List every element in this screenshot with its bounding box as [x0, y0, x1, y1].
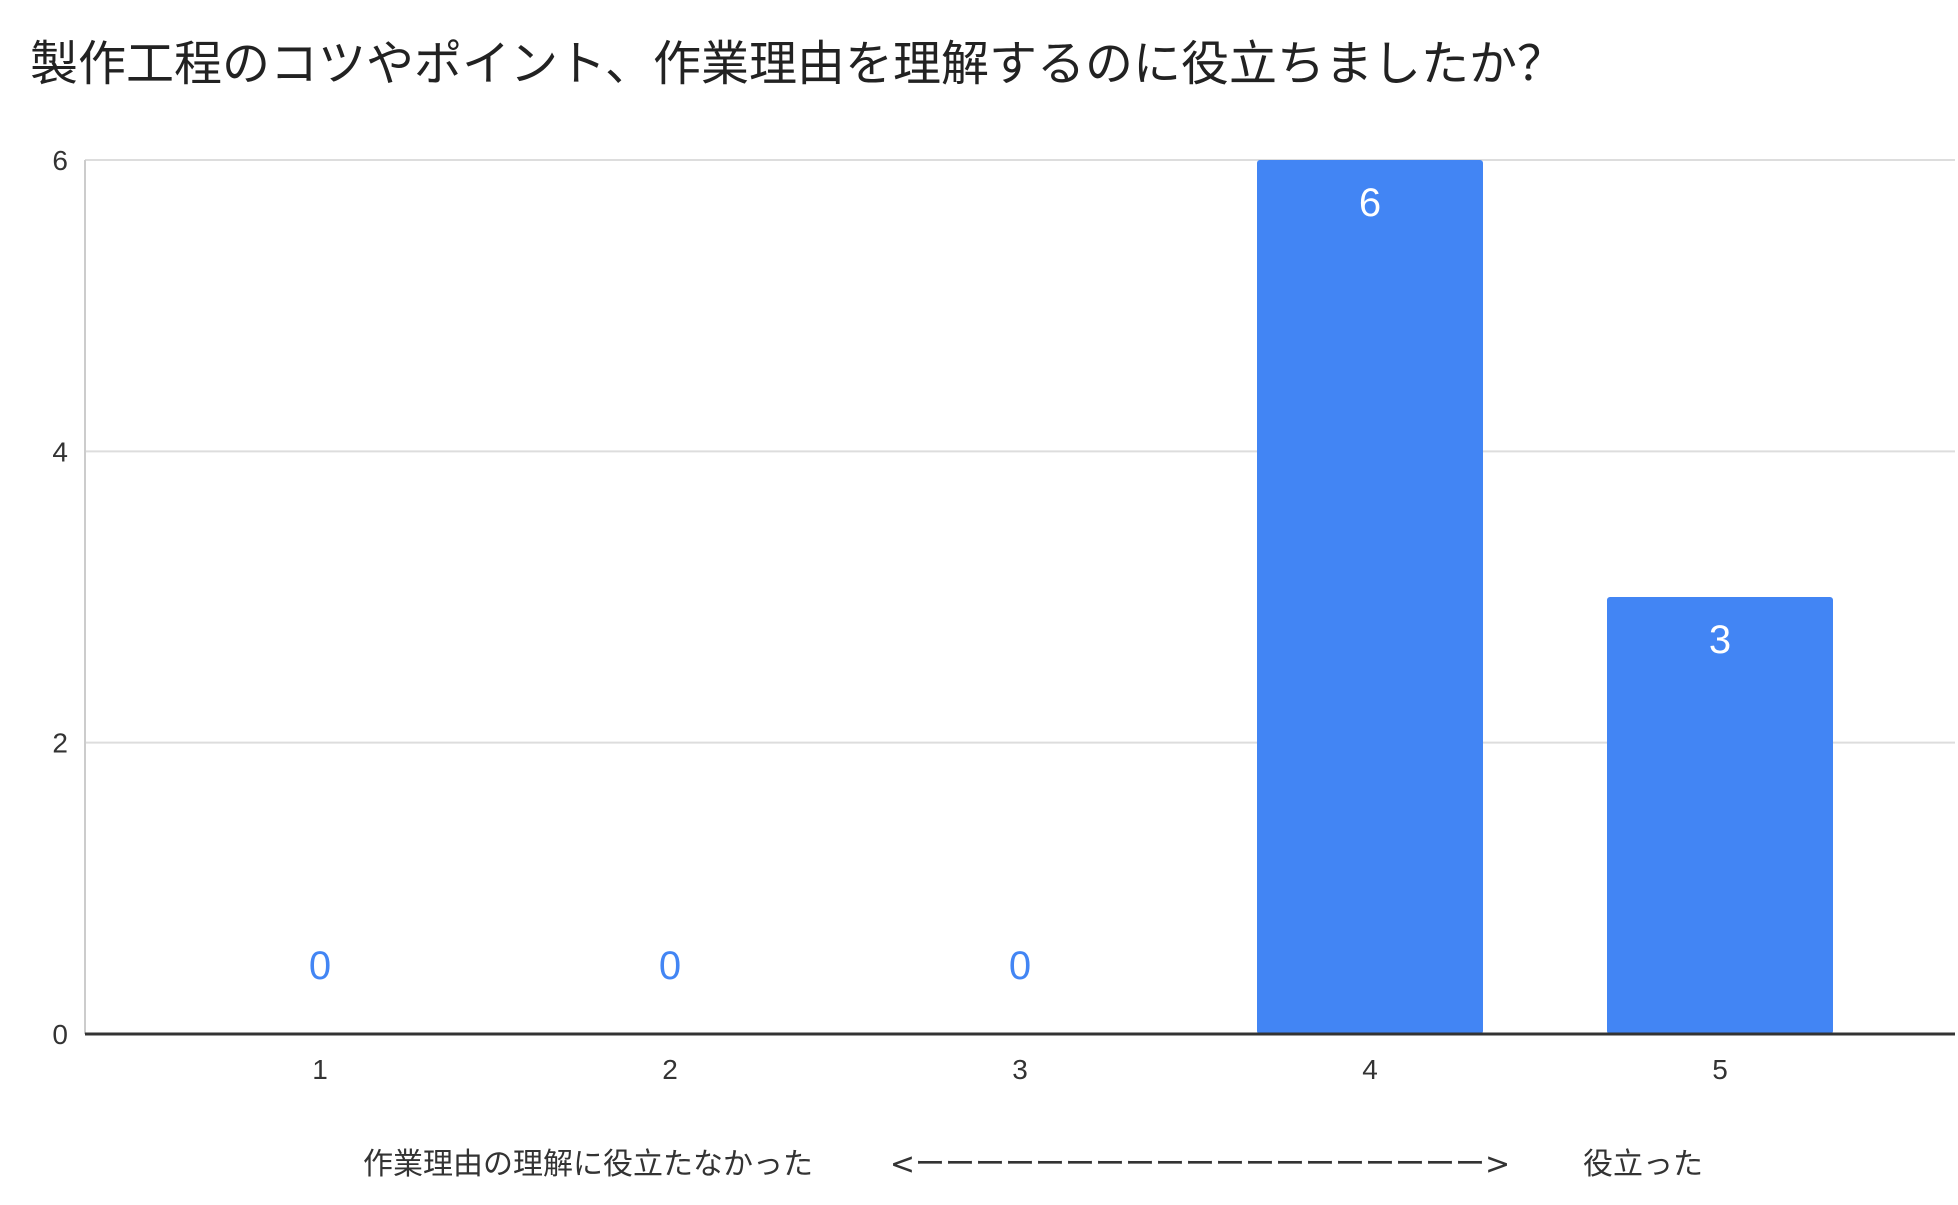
- bar: [1607, 597, 1833, 1034]
- data-labels: 0 0 0 6 3: [309, 181, 1731, 988]
- x-tick-label: 4: [1362, 1054, 1378, 1085]
- y-tick-label: 2: [52, 728, 68, 759]
- x-axis-label-right: 役立った: [1583, 1147, 1703, 1182]
- y-tick-label: 6: [52, 145, 68, 176]
- y-tick-label: 4: [52, 436, 68, 467]
- x-tick-label: 3: [1012, 1054, 1028, 1085]
- bar-data-label: 0: [1009, 944, 1031, 988]
- bar-data-label: 0: [309, 944, 331, 988]
- x-axis-label-arrow: <ーーーーーーーーーーーーーーーーーーー>: [890, 1147, 1510, 1182]
- x-axis-ticks: 1 2 3 4 5: [312, 1054, 1728, 1085]
- y-tick-label: 0: [52, 1019, 68, 1050]
- chart-title: 製作工程のコツやポイント、作業理由を理解するのに役立ちましたか？: [30, 36, 1565, 92]
- x-tick-label: 5: [1712, 1054, 1728, 1085]
- bar-data-label: 6: [1359, 181, 1381, 225]
- bar-data-label: 0: [659, 944, 681, 988]
- bars: [1257, 160, 1833, 1034]
- bar-data-label: 3: [1709, 618, 1731, 662]
- x-axis-label: 作業理由の理解に役立たなかった <ーーーーーーーーーーーーーーーーーーー> 役立…: [363, 1147, 1703, 1182]
- x-axis-label-left: 作業理由の理解に役立たなかった: [363, 1147, 813, 1182]
- bar: [1257, 160, 1483, 1034]
- x-tick-label: 1: [312, 1054, 328, 1085]
- y-axis-ticks: 0 2 4 6: [52, 145, 68, 1050]
- x-tick-label: 2: [662, 1054, 678, 1085]
